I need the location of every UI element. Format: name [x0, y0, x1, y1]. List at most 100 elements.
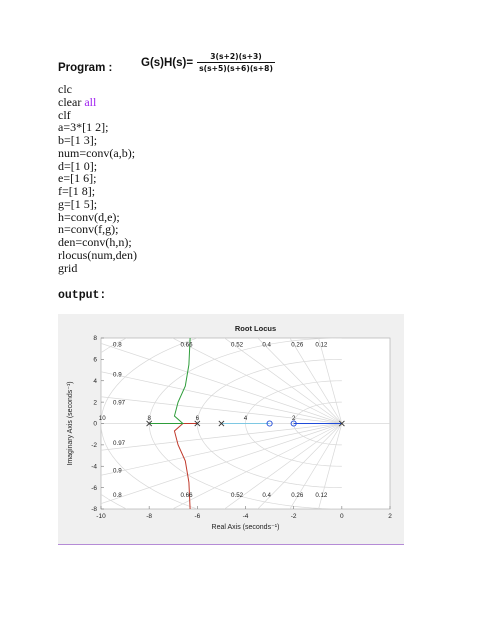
y-tick-label: 4	[93, 378, 97, 385]
transfer-function-fraction: 3(s+2)(s+3) s(s+5)(s+6)(s+8)	[197, 52, 275, 73]
y-tick-label: -8	[91, 506, 97, 513]
fraction-bar	[197, 62, 275, 63]
code-text: clf	[58, 107, 71, 122]
code-line: g=[1 5];	[58, 196, 137, 211]
code-text: b=[1 3];	[58, 133, 98, 147]
code-line: a=3*[1 2];	[58, 121, 137, 134]
output-label: output:	[58, 289, 107, 302]
pole-marker-stroke	[338, 420, 345, 427]
code-line: e=[1 6];	[58, 172, 137, 185]
chart-title: Root Locus	[235, 324, 276, 333]
transfer-function: G(s)H(s)= 3(s+2)(s+3) s(s+5)(s+6)(s+8)	[141, 52, 275, 73]
transfer-function-denominator: s(s+5)(s+6)(s+8)	[199, 64, 273, 73]
code-line: d=[1 0];	[58, 158, 137, 173]
pole-marker	[146, 420, 153, 427]
code-text: e=[1 6];	[58, 171, 97, 186]
y-tick-label: -4	[91, 463, 97, 470]
code-text: clear	[58, 94, 85, 109]
damping-grid-line	[101, 342, 342, 424]
frequency-label: 6	[196, 415, 200, 422]
y-tick-label: 6	[93, 357, 97, 364]
code-line: clear all	[58, 94, 137, 109]
root-locus-figure: 0.8 0.66 0.52 0.4 0.26 0.12 0.9 0.97 0.97 0.9 0.8 0…	[58, 314, 404, 545]
y-axis-label: Imaginary Axis (seconds⁻¹)	[67, 381, 74, 465]
x-tick-label: -10	[96, 513, 106, 520]
damping-grid-line	[101, 396, 342, 424]
damping-grid-line	[223, 423, 343, 509]
code-line: clc	[58, 83, 137, 96]
damping-grid-line	[318, 338, 343, 424]
damping-label: 0.4	[262, 492, 271, 499]
code-line: b=[1 3];	[58, 134, 137, 147]
transfer-function-numerator: 3(s+2)(s+3)	[210, 52, 262, 61]
damping-label: 0.52	[231, 492, 244, 499]
damping-label: 0.9	[113, 468, 122, 475]
x-axis-label: Real Axis (seconds⁻¹)	[212, 524, 280, 531]
damping-grid-line	[289, 423, 343, 509]
damping-label: 0.66	[180, 492, 193, 499]
y-tick-label: 8	[93, 335, 97, 342]
x-tick-label: -4	[243, 513, 249, 520]
frequency-label: 2	[292, 415, 296, 422]
code-text: f=[1 8];	[58, 184, 96, 198]
code-line: rlocus(num,den)	[58, 247, 137, 262]
damping-label: 0.9	[113, 371, 122, 378]
code-text: num=conv(a,b);	[58, 145, 136, 160]
code-line: n=conv(f,g);	[58, 223, 137, 236]
code-keyword: all	[84, 94, 97, 109]
code-line: clf	[58, 107, 137, 122]
x-tick-label: 0	[340, 513, 344, 520]
code-text: d=[1 0];	[58, 158, 98, 173]
pole-marker-stroke	[146, 420, 153, 427]
matlab-code-listing: clc clear all clf a=3*[1 2]; b=[1 3]; num=con…	[58, 83, 137, 274]
x-tick-label: -8	[146, 513, 152, 520]
pole-marker	[194, 420, 201, 427]
x-tick-label: 2	[388, 513, 392, 520]
damping-grid-line	[289, 338, 343, 424]
code-text: den=conv(h,n);	[58, 235, 132, 249]
x-tick-label: -2	[291, 513, 297, 520]
code-text: grid	[58, 260, 78, 275]
frequency-label: 4	[244, 415, 248, 422]
damping-grid-line	[318, 423, 343, 509]
zero-marker	[266, 420, 273, 427]
y-tick-label: -6	[91, 485, 97, 492]
y-tick-label: 0	[93, 421, 97, 428]
damping-grid-line	[257, 338, 343, 424]
code-line: den=conv(h,n);	[58, 236, 137, 249]
frequency-label: 8	[147, 415, 151, 422]
damping-label: 0.8	[113, 342, 122, 349]
damping-label: 0.4	[262, 342, 271, 349]
damping-label: 0.12	[315, 492, 328, 499]
x-tick-label: -6	[194, 513, 200, 520]
damping-grid-line	[171, 338, 342, 424]
code-line: h=conv(d,e);	[58, 209, 137, 224]
code-text: clc	[58, 82, 72, 96]
damping-label: 0.97	[113, 399, 126, 406]
code-text: h=conv(d,e);	[58, 209, 120, 224]
damping-grid-line	[101, 423, 342, 451]
code-text: n=conv(f,g);	[58, 222, 119, 237]
frequency-label: 10	[99, 415, 106, 422]
program-label: Program :	[58, 62, 113, 74]
pole-marker	[338, 420, 345, 427]
damping-label: 0.97	[113, 440, 126, 447]
damping-label: 0.8	[113, 492, 122, 499]
code-text: g=[1 5];	[58, 196, 98, 211]
damping-label: 0.26	[291, 492, 304, 499]
zero-marker	[290, 420, 297, 427]
code-line: grid	[58, 260, 137, 275]
damping-grid-line	[101, 423, 342, 476]
damping-grid-line	[257, 423, 343, 509]
code-line: f=[1 8];	[58, 185, 137, 198]
y-tick-label: -2	[91, 442, 97, 449]
y-tick-label: 2	[93, 399, 97, 406]
pole-marker-stroke	[218, 420, 225, 427]
damping-label: 0.52	[231, 342, 244, 349]
transfer-function-lhs: G(s)H(s)=	[141, 56, 194, 69]
code-text: rlocus(num,den)	[58, 247, 137, 262]
damping-label: 0.66	[180, 342, 193, 349]
locus-branch-4	[149, 338, 191, 424]
code-text: a=3*[1 2];	[58, 120, 109, 135]
damping-grid-line	[223, 338, 343, 424]
